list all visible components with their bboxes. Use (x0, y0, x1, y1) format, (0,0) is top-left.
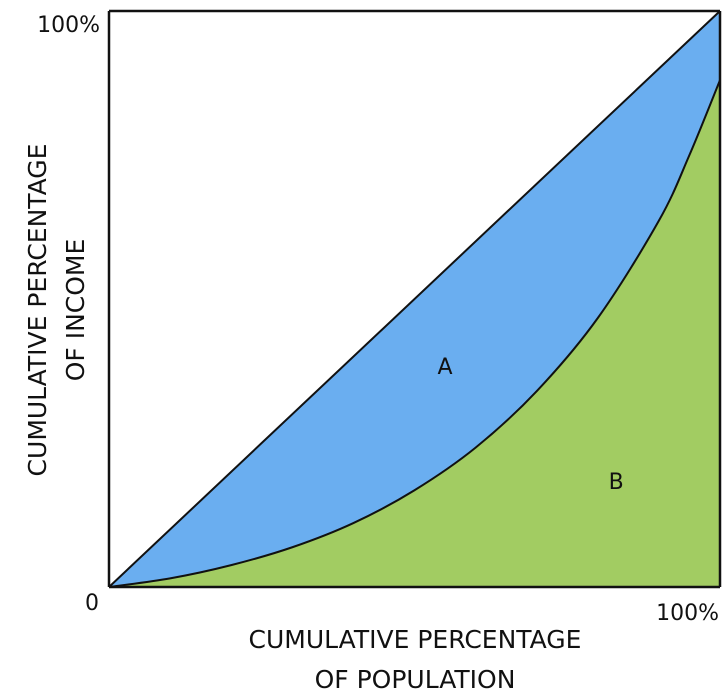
y-axis-title-line-1: CUMULATIVE PERCENTAGE (23, 144, 52, 477)
axes (107, 9, 722, 589)
origin-label: 0 (85, 591, 99, 616)
region-b-label: B (609, 470, 624, 495)
x-max-tick-label: 100% (656, 601, 719, 626)
area-b-region (109, 80, 720, 588)
y-axis-title-line-2: OF INCOME (61, 239, 90, 382)
y-max-tick-label: 100% (37, 13, 100, 38)
line-of-equality (108, 10, 721, 588)
x-axis-title-line-1: CUMULATIVE PERCENTAGE (249, 625, 582, 654)
lorenz-curve-line (108, 11, 721, 588)
x-axis-title-line-2: OF POPULATION (315, 665, 516, 694)
region-a-label: A (438, 355, 453, 380)
